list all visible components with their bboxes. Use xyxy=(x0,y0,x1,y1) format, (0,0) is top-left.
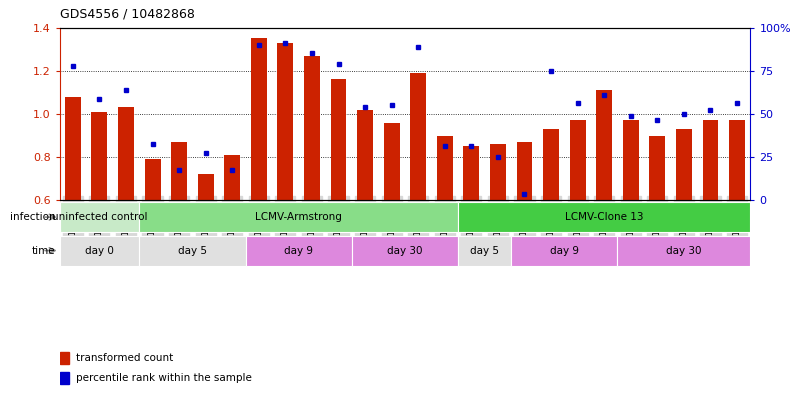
Text: day 9: day 9 xyxy=(550,246,579,255)
Text: uninfected control: uninfected control xyxy=(52,212,147,222)
Bar xyxy=(304,55,320,200)
Text: time: time xyxy=(32,246,56,255)
Bar xyxy=(251,38,267,200)
Bar xyxy=(490,144,506,200)
Bar xyxy=(352,235,458,266)
Bar xyxy=(596,90,612,200)
Bar xyxy=(224,155,241,200)
Text: day 9: day 9 xyxy=(284,246,313,255)
Text: day 5: day 5 xyxy=(178,246,207,255)
Bar xyxy=(277,42,293,200)
Bar xyxy=(357,110,373,200)
Bar xyxy=(464,146,480,200)
Text: percentile rank within the sample: percentile rank within the sample xyxy=(76,373,252,383)
Text: infection: infection xyxy=(10,212,56,222)
Bar xyxy=(511,235,618,266)
Bar xyxy=(60,372,69,384)
Bar xyxy=(618,235,750,266)
Bar xyxy=(198,174,214,200)
Bar xyxy=(703,120,719,200)
Bar xyxy=(91,112,107,200)
Bar xyxy=(410,73,426,200)
Bar xyxy=(145,159,160,200)
Bar xyxy=(649,136,665,200)
Bar xyxy=(172,142,187,200)
Text: LCMV-Clone 13: LCMV-Clone 13 xyxy=(565,212,643,222)
Bar xyxy=(139,202,458,232)
Bar xyxy=(60,235,139,266)
Bar xyxy=(458,202,750,232)
Bar xyxy=(569,120,586,200)
Bar xyxy=(458,235,511,266)
Bar xyxy=(60,202,139,232)
Bar xyxy=(245,235,352,266)
Bar xyxy=(118,107,134,200)
Text: day 30: day 30 xyxy=(666,246,702,255)
Bar xyxy=(60,352,69,364)
Text: LCMV-Armstrong: LCMV-Armstrong xyxy=(255,212,342,222)
Bar xyxy=(65,97,81,200)
Text: day 30: day 30 xyxy=(387,246,422,255)
Bar xyxy=(676,129,692,200)
Bar xyxy=(437,136,453,200)
Text: day 5: day 5 xyxy=(470,246,499,255)
Text: day 0: day 0 xyxy=(85,246,114,255)
Bar xyxy=(517,142,533,200)
Text: transformed count: transformed count xyxy=(76,353,174,363)
Text: GDS4556 / 10482868: GDS4556 / 10482868 xyxy=(60,8,195,21)
Bar xyxy=(139,235,245,266)
Bar xyxy=(543,129,559,200)
Bar xyxy=(330,79,346,200)
Bar xyxy=(384,123,399,200)
Bar xyxy=(622,120,638,200)
Bar xyxy=(729,120,745,200)
